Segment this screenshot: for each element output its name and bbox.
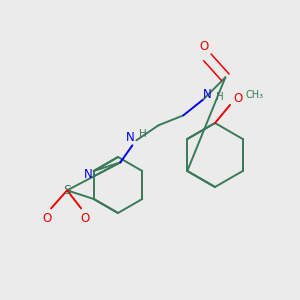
Text: N: N [83, 168, 92, 181]
Text: O: O [200, 40, 209, 53]
Text: N: N [203, 88, 212, 101]
Text: CH₃: CH₃ [246, 90, 264, 100]
Text: N: N [126, 131, 135, 144]
Text: H: H [139, 129, 146, 139]
Text: O: O [43, 212, 52, 225]
Text: O: O [80, 212, 90, 225]
Text: O: O [233, 92, 243, 106]
Text: H: H [215, 92, 223, 102]
Text: S: S [63, 184, 71, 197]
